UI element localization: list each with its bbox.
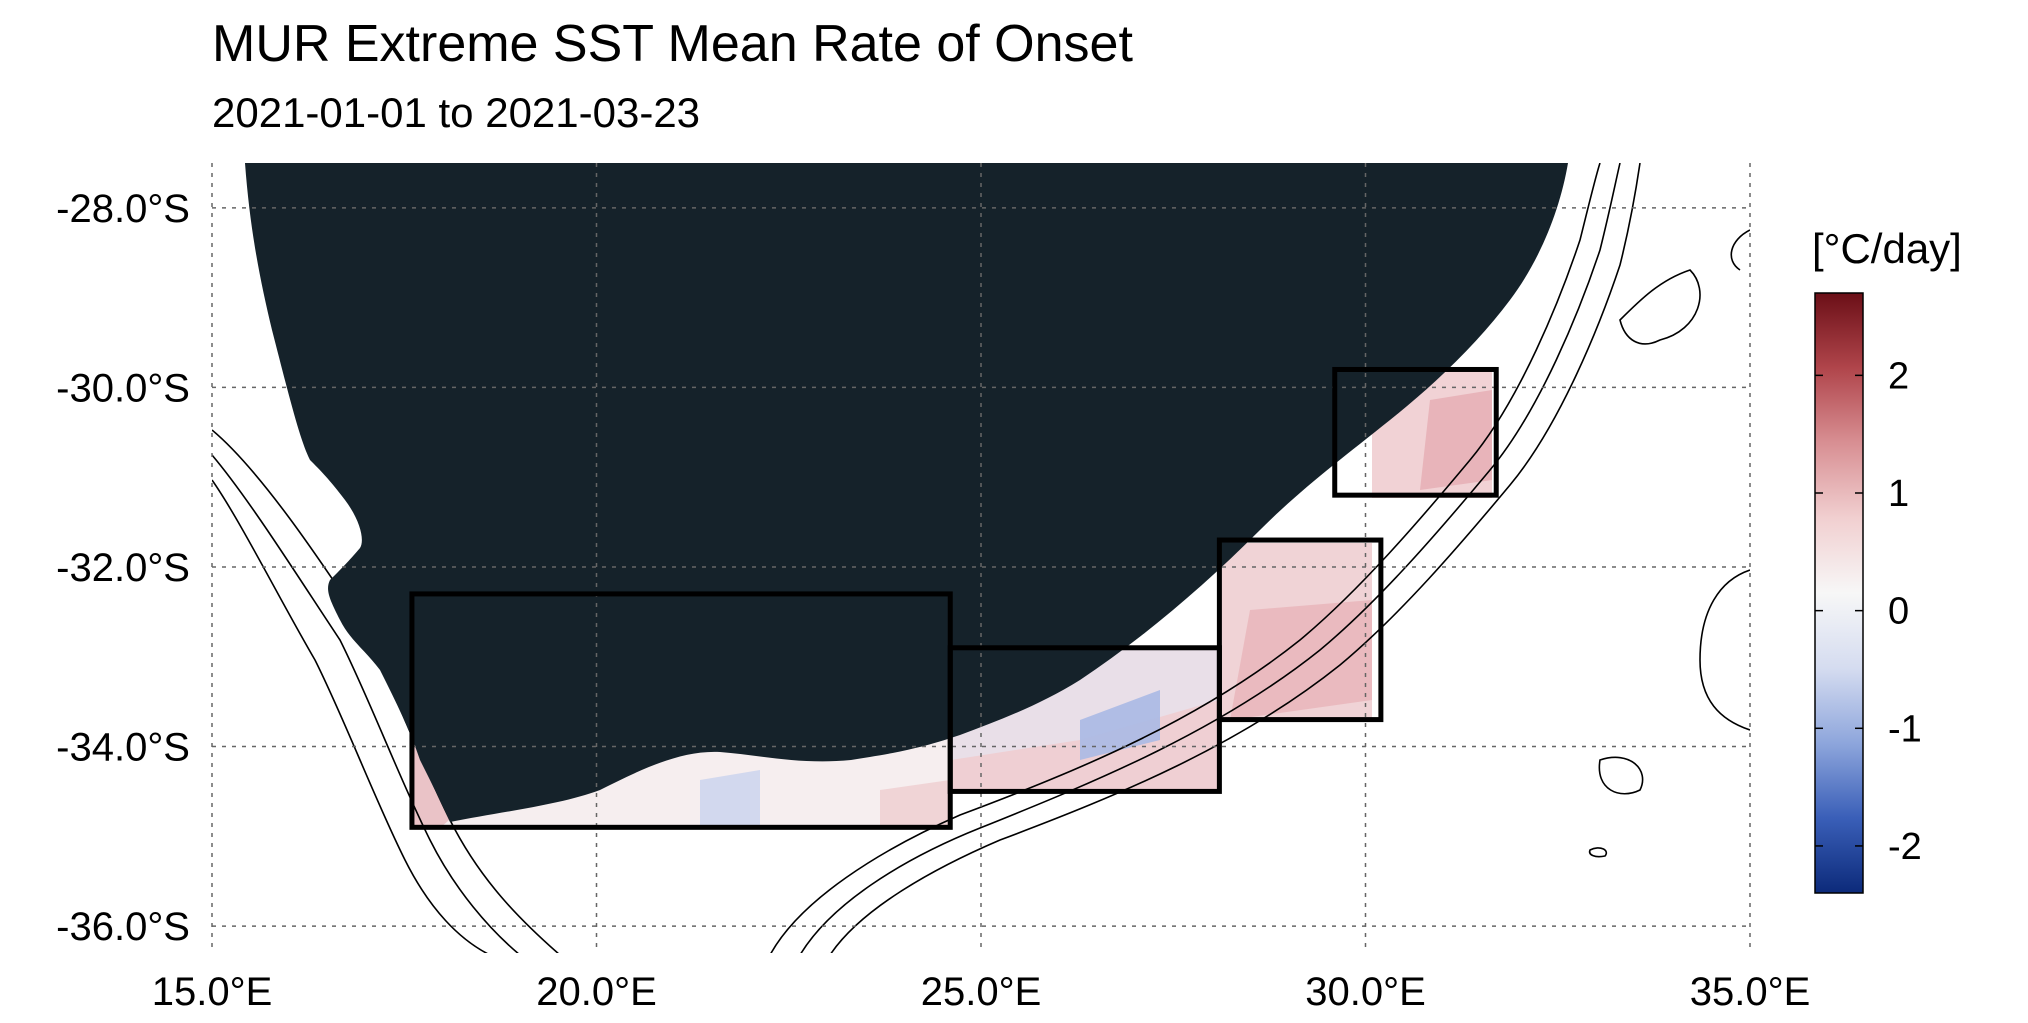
lat-tick-label: -32.0°S [56,546,190,590]
map-grid [211,163,1751,953]
lat-tick-label: -30.0°S [56,366,190,410]
region-north-east [1332,366,1499,498]
colorbar-tick-label: 2 [1888,355,1909,397]
colorbar-label: [°C/day] [1812,225,1962,272]
lon-tick-label: 15.0°E [152,970,273,1014]
colorbar-tick-label: 0 [1888,591,1909,633]
colorbar-tick-label: -2 [1888,826,1922,868]
region-boxes [409,366,1499,830]
lon-tick-label: 25.0°E [921,970,1042,1014]
lat-tick-label: -28.0°S [56,187,190,231]
colorbar-tick-label: 1 [1888,473,1909,515]
lat-tick-label: -36.0°S [56,905,190,949]
lon-tick-labels: 15.0°E 20.0°E 25.0°E 30.0°E 35.0°E [152,970,1811,1014]
lon-tick-label: 30.0°E [1305,970,1426,1014]
region-south-east [1216,537,1384,723]
land-mass [245,163,1568,822]
map-title: MUR Extreme SST Mean Rate of Onset [212,15,1133,73]
lat-tick-label: -34.0°S [56,726,190,770]
colorbar-ticks: 2 1 0 -1 -2 [1815,355,1922,868]
colorbar-tick-label: -1 [1888,708,1922,750]
colorbar-gradient [1815,293,1863,893]
colorbar: [°C/day] 2 1 0 -1 -2 [1812,225,1962,894]
lon-tick-label: 35.0°E [1690,970,1811,1014]
map-subtitle: 2021-01-01 to 2021-03-23 [212,89,701,136]
lon-tick-label: 20.0°E [536,970,657,1014]
lat-tick-labels: -28.0°S -30.0°S -32.0°S -34.0°S -36.0°S [56,187,190,949]
